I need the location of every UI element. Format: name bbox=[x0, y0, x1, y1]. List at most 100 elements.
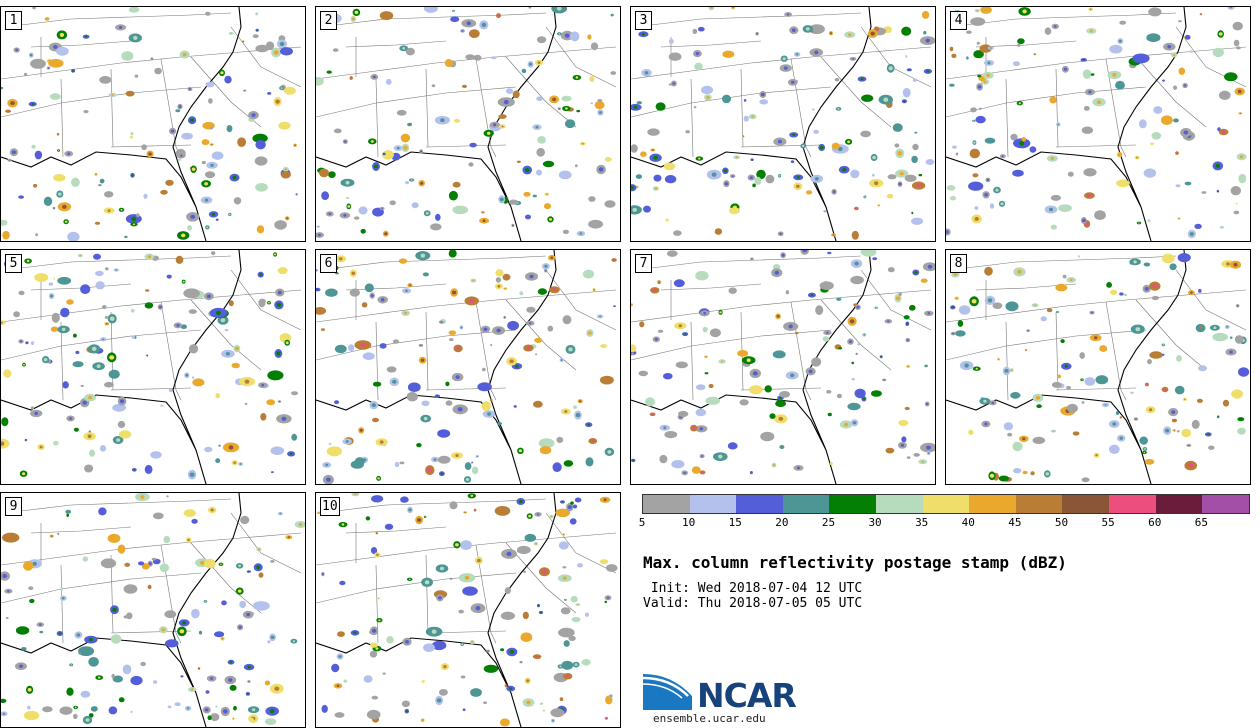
reflectivity-cell bbox=[445, 400, 453, 406]
reflectivity-core bbox=[424, 580, 430, 585]
reflectivity-cell bbox=[187, 225, 192, 231]
reflectivity-cell bbox=[1081, 126, 1094, 134]
reflectivity-core bbox=[461, 643, 464, 646]
reflectivity-core bbox=[854, 304, 856, 306]
reflectivity-core bbox=[32, 561, 37, 566]
reflectivity-core bbox=[289, 452, 293, 455]
reflectivity-core bbox=[1018, 102, 1021, 105]
reflectivity-cell bbox=[232, 717, 235, 720]
reflectivity-core bbox=[285, 341, 289, 345]
reflectivity-core bbox=[973, 141, 976, 144]
reflectivity-cell bbox=[887, 267, 895, 273]
state-border bbox=[946, 289, 1247, 323]
reflectivity-core bbox=[222, 709, 228, 714]
reflectivity-cell bbox=[131, 308, 135, 313]
reflectivity-core bbox=[211, 212, 216, 216]
reflectivity-cell bbox=[573, 405, 577, 409]
reflectivity-core bbox=[111, 94, 114, 96]
reflectivity-core bbox=[341, 523, 345, 526]
reflectivity-core bbox=[610, 695, 612, 697]
reflectivity-cell bbox=[1162, 79, 1165, 82]
reflectivity-core bbox=[1229, 350, 1233, 354]
reflectivity-core bbox=[294, 144, 296, 146]
reflectivity-core bbox=[1022, 437, 1026, 441]
reflectivity-core bbox=[543, 710, 545, 712]
reflectivity-cell bbox=[970, 107, 977, 113]
reflectivity-cell bbox=[898, 419, 909, 427]
reflectivity-cell bbox=[369, 642, 378, 648]
reflectivity-core bbox=[220, 563, 222, 566]
reflectivity-core bbox=[210, 163, 214, 167]
reflectivity-cell bbox=[358, 206, 368, 215]
state-border bbox=[316, 329, 517, 361]
state-border bbox=[110, 68, 114, 148]
reflectivity-core bbox=[526, 679, 530, 683]
state-border bbox=[1055, 68, 1059, 148]
reflectivity-cell bbox=[811, 357, 822, 367]
reflectivity-cell bbox=[504, 587, 511, 594]
reflectivity-cell bbox=[827, 412, 832, 417]
reflectivity-cell bbox=[605, 564, 618, 572]
reflectivity-core bbox=[89, 431, 91, 433]
reflectivity-cell bbox=[252, 34, 259, 39]
reflectivity-core bbox=[493, 123, 497, 127]
reflectivity-cell bbox=[1198, 288, 1202, 293]
reflectivity-cell bbox=[704, 372, 709, 375]
reflectivity-core bbox=[115, 269, 118, 271]
reflectivity-cell bbox=[984, 137, 996, 144]
colorbar-swatch bbox=[1155, 495, 1203, 513]
reflectivity-cell bbox=[233, 705, 237, 711]
reflectivity-cell bbox=[924, 364, 928, 368]
reflectivity-cell bbox=[491, 56, 497, 60]
reflectivity-core bbox=[19, 340, 23, 343]
reflectivity-cell bbox=[760, 431, 775, 442]
reflectivity-core bbox=[565, 107, 568, 110]
reflectivity-core bbox=[1045, 472, 1050, 476]
reflectivity-core bbox=[802, 250, 808, 253]
reflectivity-core bbox=[102, 338, 105, 341]
reflectivity-core bbox=[381, 207, 383, 210]
reflectivity-cell bbox=[371, 495, 384, 503]
reflectivity-core bbox=[678, 324, 682, 328]
reflectivity-cell bbox=[636, 101, 642, 105]
reflectivity-cell bbox=[851, 361, 854, 365]
reflectivity-cell bbox=[104, 191, 114, 198]
reflectivity-cell bbox=[95, 281, 105, 290]
reflectivity-cell bbox=[78, 646, 95, 656]
reflectivity-cell bbox=[117, 420, 126, 429]
reflectivity-cell bbox=[67, 231, 80, 241]
reflectivity-cell bbox=[1066, 403, 1078, 413]
reflectivity-cell bbox=[361, 302, 368, 308]
reflectivity-core bbox=[1089, 29, 1093, 33]
state-border bbox=[545, 26, 617, 88]
reflectivity-cell bbox=[704, 355, 708, 358]
colorbar-tick: 5 bbox=[638, 516, 646, 529]
reflectivity-cell bbox=[13, 311, 20, 318]
reflectivity-core bbox=[85, 718, 90, 722]
reflectivity-core bbox=[109, 316, 115, 321]
reflectivity-cell bbox=[470, 688, 482, 697]
reflectivity-core bbox=[471, 462, 473, 463]
reflectivity-core bbox=[842, 168, 847, 172]
reflectivity-cell bbox=[255, 140, 266, 150]
reflectivity-cell bbox=[498, 114, 507, 119]
state-border bbox=[375, 78, 379, 158]
reflectivity-core bbox=[405, 289, 408, 292]
member-number: 10 bbox=[320, 497, 340, 516]
reflectivity-cell bbox=[1212, 47, 1224, 58]
reflectivity-cell bbox=[1229, 336, 1233, 339]
reflectivity-cell bbox=[129, 135, 134, 139]
reflectivity-cell bbox=[458, 609, 464, 614]
reflectivity-core bbox=[1010, 369, 1013, 372]
reflectivity-cell bbox=[239, 600, 247, 609]
reflectivity-cell bbox=[328, 171, 336, 179]
reflectivity-cell bbox=[145, 289, 150, 292]
reflectivity-cell bbox=[743, 115, 749, 122]
reflectivity-cell bbox=[270, 560, 275, 563]
reflectivity-core bbox=[997, 358, 1000, 360]
reflectivity-core bbox=[519, 499, 523, 504]
reflectivity-core bbox=[99, 184, 101, 186]
reflectivity-cell bbox=[1030, 471, 1035, 476]
reflectivity-cell bbox=[1236, 46, 1241, 50]
reflectivity-cell bbox=[521, 68, 527, 74]
